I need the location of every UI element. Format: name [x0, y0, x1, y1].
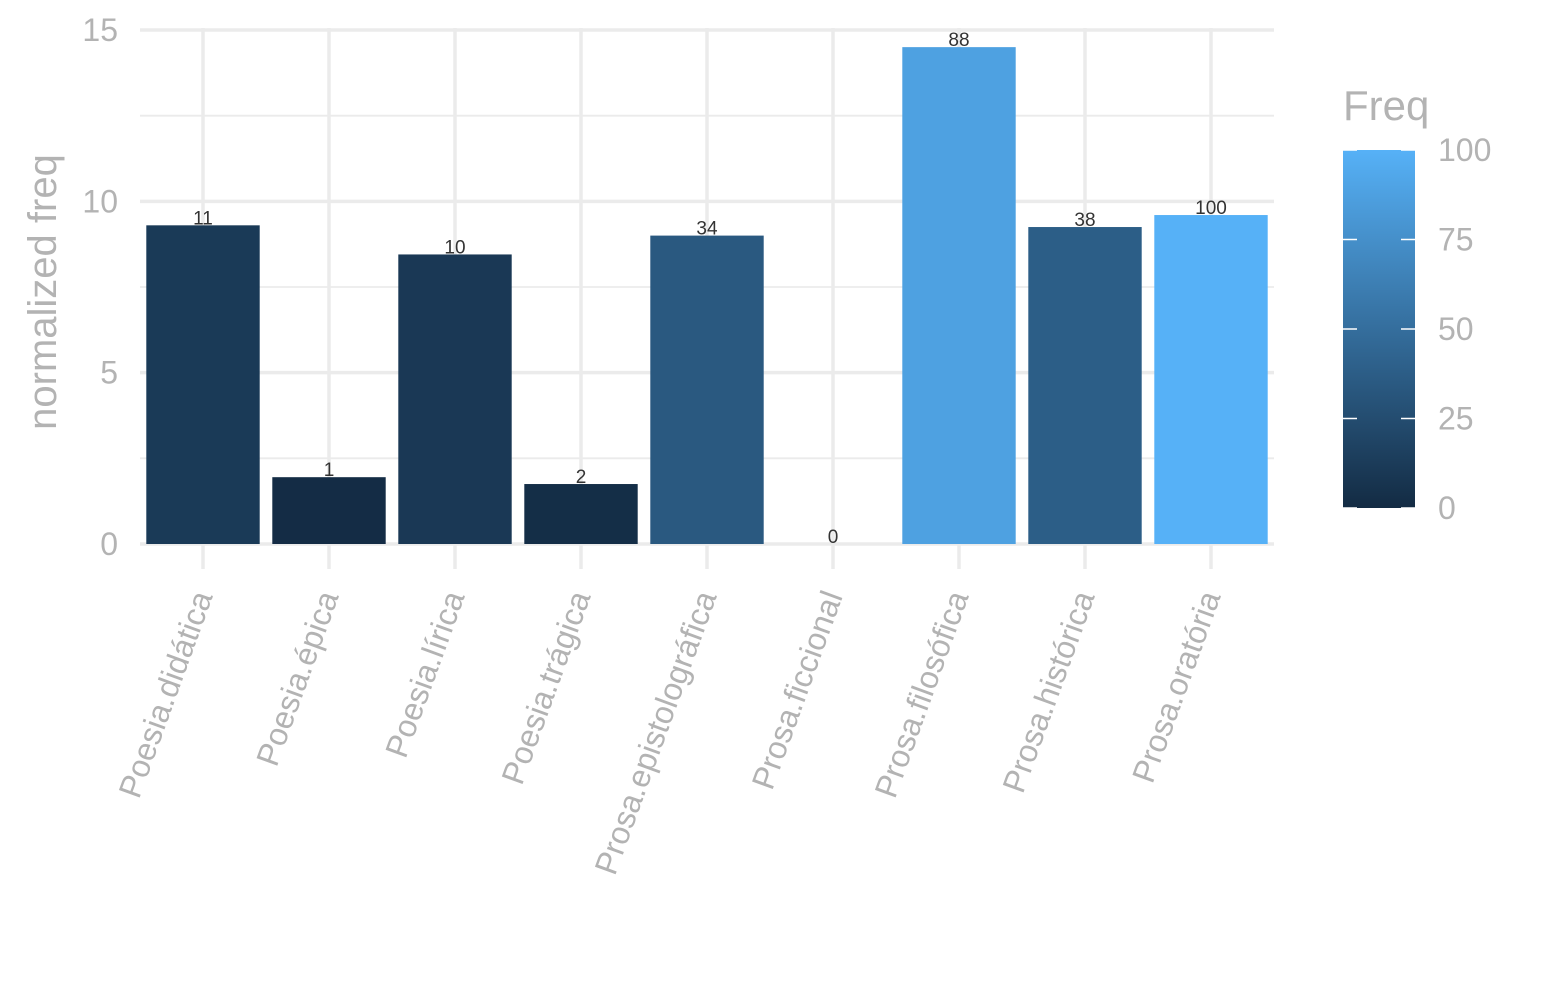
- x-tick-label: Poesia.didática: [112, 586, 220, 802]
- y-tick-label: 15: [82, 12, 118, 48]
- legend-tick-label: 50: [1438, 311, 1474, 347]
- bar-data-label: 88: [948, 30, 969, 51]
- legend-tick-label: 25: [1438, 401, 1474, 437]
- bar-data-label: 38: [1074, 210, 1095, 231]
- bar-data-label: 2: [576, 467, 587, 488]
- bar-data-label: 34: [696, 219, 718, 240]
- x-tick-label: Prosa.histórica: [995, 586, 1101, 797]
- y-tick-label: 5: [100, 355, 118, 391]
- color-legend: Freq 0 25 50 75 100: [1343, 82, 1491, 526]
- bar-data-label: 100: [1195, 198, 1227, 219]
- bar-data-label: 11: [193, 208, 213, 229]
- x-axis-ticks: Poesia.didática Poesia.épica Poesia.lírica…: [112, 586, 1228, 879]
- bar: [650, 235, 764, 544]
- legend-tick-label: 75: [1438, 222, 1474, 258]
- bar: [398, 254, 512, 545]
- y-axis-title: normalized freq: [21, 154, 65, 430]
- bar-data-label: 1: [324, 460, 335, 481]
- legend-tick-label: 100: [1438, 132, 1491, 168]
- legend-tick-label: 0: [1438, 490, 1456, 526]
- x-tick-label: Prosa.oratória: [1125, 586, 1228, 787]
- bar: [524, 484, 638, 544]
- x-tick-label: Poesia.épica: [249, 586, 346, 771]
- legend-title: Freq: [1343, 82, 1429, 129]
- bar-data-label: 0: [828, 527, 839, 548]
- bars: [146, 47, 1268, 545]
- x-tick-label: Prosa.ficcional: [745, 586, 850, 794]
- bar: [272, 477, 386, 544]
- x-tick-label: Poesia.trágica: [494, 586, 597, 789]
- bar: [146, 225, 260, 544]
- bar: [902, 47, 1016, 545]
- bar: [1154, 215, 1268, 545]
- bar-data-label: 10: [444, 237, 465, 258]
- x-tick-label: Prosa.epistolográfica: [588, 586, 724, 879]
- x-tick-label: Poesia.lírica: [378, 586, 472, 762]
- legend-ticks: 0 25 50 75 100: [1343, 132, 1491, 526]
- y-tick-label: 0: [100, 526, 118, 562]
- bar: [1028, 227, 1142, 545]
- y-axis-ticks: 0 5 10 15: [82, 12, 118, 562]
- y-tick-label: 10: [82, 183, 118, 219]
- x-tick-label: Prosa.filosófica: [868, 586, 976, 802]
